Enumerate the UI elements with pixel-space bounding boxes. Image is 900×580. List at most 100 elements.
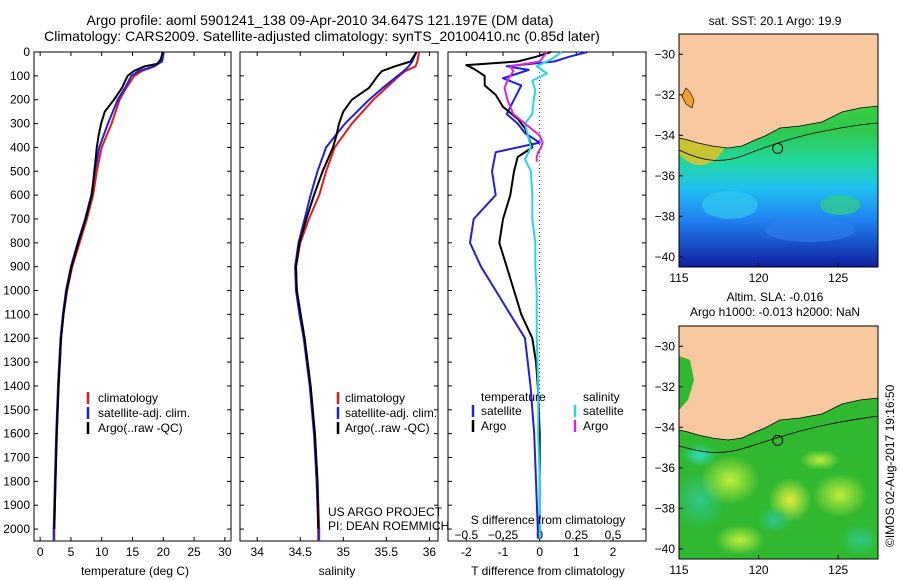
depth-tick-label: 1000 [3,284,30,298]
sst-map-title: sat. SST: 20.1 Argo: 19.9 [709,14,842,28]
latitude-tick-label: −34 [655,420,676,434]
depth-tick-label: 1200 [3,331,30,345]
sst-map-panel: sat. SST: 20.1 Argo: 19.9 115 120 125 −30 −3… [655,14,879,285]
plot-frame [33,51,232,542]
sla-anomaly [715,525,765,555]
depth-tick-label: 1800 [3,474,30,488]
depth-tick-label: 900 [10,260,30,274]
depth-tick-label: 1700 [3,451,30,465]
longitude-tick-label: 120 [749,271,769,285]
sla-map-subtitle: Argo h1000: -0.013 h2000: NaN [690,305,860,319]
longitude-tick-label: 125 [828,271,848,285]
plot-frame [239,51,439,542]
australia-land [679,34,878,148]
latitude-tick-label: −38 [655,209,676,223]
x-tick-label: 34 [251,545,265,559]
longitude-tick-label: 115 [669,271,688,285]
latitude-tick-label: −34 [655,128,676,142]
legend-label-satellite: satellite-adj. clim. [98,406,190,420]
series-line-argo-raw-qc- [295,51,418,530]
s-tick-label: −0.5 [454,528,478,542]
legend-label-t-argo: Argo [481,419,507,433]
sla-coastal-strip [679,356,694,410]
x-tick-label: 30 [218,545,232,559]
sla-map-frame [678,325,879,560]
x-tick-label: 35 [337,545,351,559]
latitude-tick-label: −32 [655,380,676,394]
x-tick-label: 0 [536,545,543,559]
longitude-tick-label: 120 [749,563,769,577]
project-label: US ARGO PROJECT [328,505,443,519]
depth-tick-label: 1900 [3,498,30,512]
coastline [679,397,878,441]
latitude-tick-label: −38 [655,501,676,515]
x-tick-label: 15 [126,545,140,559]
x-tick-label: 1 [573,545,580,559]
sst-map-frame [678,33,879,268]
legend-label-argo: Argo(..raw -QC) [345,421,430,435]
figure-title-line2: Climatology: CARS2009. Satellite-adjuste… [44,28,600,44]
s-tick-label: 0.25 [565,528,589,542]
coastline [679,105,878,149]
depth-tick-label: 400 [10,140,30,154]
series-line-salinity-satellite [524,51,563,539]
sla-anomaly [800,450,840,470]
depth-tick-label: 1600 [3,427,30,441]
sla-anomaly [840,524,878,556]
legend-label-satellite: satellite-adj. clim. [345,406,437,420]
sla-map-panel: Altim. SLA: -0.016 Argo h1000: -0.013 h2… [655,290,879,577]
legend-group-temperature: temperature [481,390,546,404]
depth-tick-label: 200 [10,93,30,107]
sla-anomaly [700,455,760,505]
legend-label-s-satellite: satellite [583,404,624,418]
legend-label-climatology: climatology [345,391,405,405]
sst-cool-eddy [765,218,855,242]
x-tick-label: 34.5 [289,545,313,559]
legend-label-s-argo: Argo [583,419,609,433]
latitude-tick-label: −30 [655,339,676,353]
depth-tick-label: 800 [10,236,30,250]
plot-frame [447,51,647,542]
copyright-stamp: ©IMOS 02-Aug-2017 19:16:50 [883,384,897,547]
depth-tick-label: 1300 [3,355,30,369]
t-difference-axis-label: T difference from climatology [471,564,625,578]
sla-anomaly [812,473,868,517]
difference-profile-panel: -2 -1 0 1 2−0.5 −0.25 0 0.25 0.5 [447,51,647,559]
s-difference-axis-label: S difference from climatology [471,513,626,527]
s-tick-label: 0.5 [605,528,622,542]
x-tick-label: -1 [498,545,509,559]
x-tick-label: 20 [157,545,171,559]
latitude-tick-label: −32 [655,88,676,102]
depth-tick-label: 0 [23,45,30,59]
x-tick-label: 0 [37,545,44,559]
latitude-tick-label: −36 [655,169,676,183]
temperature-axis-label: temperature (deg C) [81,564,189,578]
legend-label-argo: Argo(..raw -QC) [98,421,183,435]
depth-tick-label: 500 [10,164,30,178]
salinity-profile-panel: 34 34.5 35 35.5 36 [239,51,439,559]
latitude-tick-label: −40 [655,542,676,556]
x-tick-label: 25 [187,545,201,559]
series-line-salinity-argo [503,51,548,162]
legend-label-climatology: climatology [98,391,158,405]
difference-legend: temperature salinity satellite Argo sate… [471,390,624,433]
x-tick-label: -2 [461,545,472,559]
depth-tick-label: 1100 [4,307,30,321]
argo-position-marker [772,434,784,446]
island-outline [681,87,695,109]
x-tick-label: 2 [610,545,617,559]
temperature-profile-panel: 0 5 10 15 20 25 300100200300400500600700800900… [3,45,232,559]
sla-anomaly [682,443,718,467]
x-tick-label: 5 [68,545,75,559]
argo-position-marker [772,142,784,154]
sla-map-title: Altim. SLA: -0.016 [727,290,824,304]
depth-tick-label: 1500 [3,403,30,417]
x-tick-label: 36 [423,545,437,559]
depth-tick-label: 300 [10,117,30,131]
sla-anomaly [757,506,793,534]
sst-green-eddy [820,195,860,215]
figure-title-line1: Argo profile: aoml 5901241_138 09-Apr-20… [87,12,554,28]
x-tick-label: 10 [95,545,109,559]
series-line-temperature-satellite [469,51,588,539]
